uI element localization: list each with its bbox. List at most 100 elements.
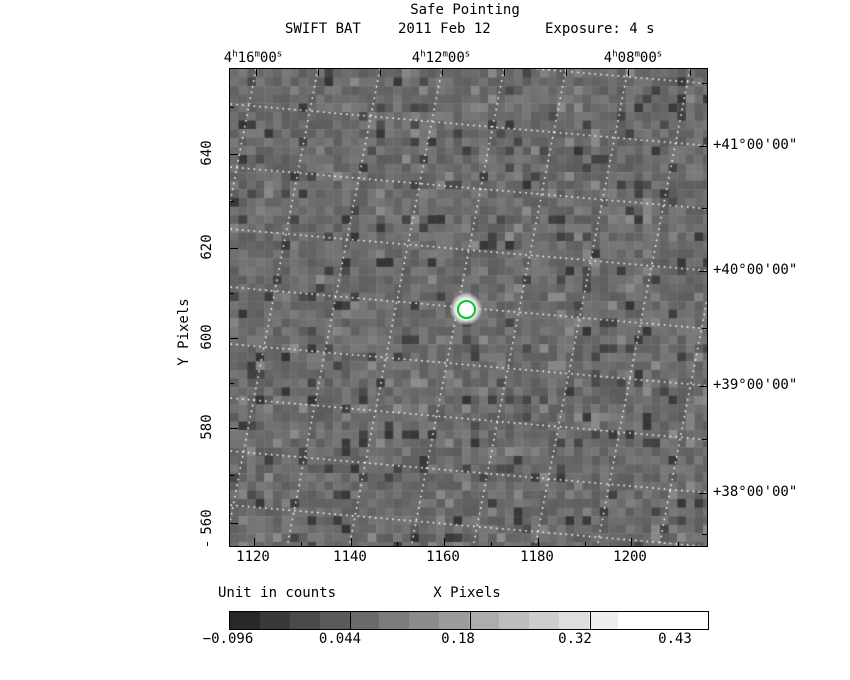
top-axis-tick bbox=[442, 69, 443, 76]
subtitle-instrument: SWIFT BAT bbox=[285, 21, 361, 37]
ra-label-part: 08 bbox=[617, 50, 635, 66]
ra-label-part: 12 bbox=[425, 50, 443, 66]
ra-label-part: h bbox=[420, 49, 426, 60]
page-title: Safe Pointing bbox=[410, 2, 520, 18]
colorbar-tick-label: 0.18 bbox=[441, 631, 475, 647]
colorbar-segment bbox=[648, 612, 679, 629]
right-axis-minor-tick bbox=[702, 328, 707, 329]
bottom-axis-minor-tick bbox=[585, 542, 586, 546]
y-tick-label: 620 bbox=[199, 234, 215, 260]
bottom-axis-minor-tick bbox=[207, 542, 208, 546]
colorbar-segment bbox=[498, 612, 529, 629]
colorbar-segment bbox=[469, 612, 499, 629]
ra-label-part: m bbox=[634, 49, 640, 60]
x-tick-label: 1200 bbox=[613, 549, 647, 565]
bottom-axis-minor-tick bbox=[301, 542, 302, 546]
colorbar-segment bbox=[230, 612, 260, 629]
y-tick-label: 640 bbox=[199, 140, 215, 166]
colorbar-segment bbox=[409, 612, 440, 629]
bottom-axis-minor-tick bbox=[397, 542, 398, 546]
colorbar-segment bbox=[289, 612, 320, 629]
colorbar-tick bbox=[470, 612, 471, 629]
top-axis-tick bbox=[690, 69, 691, 76]
colorbar-segment bbox=[558, 612, 589, 629]
colorbar-segment bbox=[379, 612, 410, 629]
ra-label-part: h bbox=[232, 49, 238, 60]
right-axis-minor-tick bbox=[702, 208, 707, 209]
colorbar-unit-label: Unit in counts bbox=[218, 585, 337, 601]
colorbar-segment bbox=[528, 612, 559, 629]
x-axis-title: X Pixels bbox=[433, 585, 501, 601]
ra-label-part: 00 bbox=[447, 50, 465, 66]
left-axis-minor-tick bbox=[230, 107, 234, 108]
ra-label-part: 00 bbox=[639, 50, 657, 66]
top-axis-tick bbox=[318, 69, 319, 76]
left-axis-major-tick bbox=[230, 248, 238, 249]
colorbar-tick-label: −0.096 bbox=[202, 631, 254, 647]
dec-tick-label: +39°00'00" bbox=[713, 377, 798, 393]
right-axis-major-tick bbox=[699, 386, 707, 387]
subtitle-date: 2011 Feb 12 bbox=[398, 21, 491, 37]
top-axis-tick bbox=[380, 69, 381, 76]
subtitle-exposure: Exposure: 4 s bbox=[545, 21, 655, 37]
left-axis-major-tick bbox=[230, 428, 238, 429]
y-tick-label: 580 bbox=[199, 414, 215, 440]
bottom-axis-minor-tick bbox=[678, 542, 679, 546]
left-axis-minor-tick bbox=[230, 475, 234, 476]
ra-label-part: 4 bbox=[411, 50, 421, 66]
colorbar bbox=[229, 611, 709, 630]
sky-image-frame bbox=[207, 68, 708, 547]
ra-label-part: s bbox=[276, 49, 283, 60]
bottom-axis-major-tick bbox=[444, 538, 445, 546]
dec-tick-label: +38°00'00" bbox=[713, 484, 798, 500]
colorbar-segment bbox=[439, 612, 469, 629]
bottom-axis-minor-tick bbox=[491, 542, 492, 546]
ra-label-part: m bbox=[254, 49, 260, 60]
ra-tick-label: 4h12m00s bbox=[396, 50, 486, 66]
x-tick-label: 1140 bbox=[333, 549, 367, 565]
ra-label-part: 16 bbox=[237, 50, 255, 66]
ra-label-part: s bbox=[656, 49, 663, 60]
bottom-axis-major-tick bbox=[631, 538, 632, 546]
left-axis-minor-tick bbox=[230, 201, 234, 202]
y-axis-title: Y Pixels bbox=[176, 298, 192, 366]
right-axis-major-tick bbox=[699, 493, 707, 494]
colorbar-tick bbox=[590, 612, 591, 629]
colorbar-tick bbox=[350, 612, 351, 629]
ra-label-part: 4 bbox=[223, 50, 233, 66]
ra-label-part: m bbox=[442, 49, 448, 60]
colorbar-segment bbox=[349, 612, 380, 629]
top-axis-tick bbox=[566, 69, 567, 76]
colorbar-segment bbox=[618, 612, 649, 629]
right-axis-minor-tick bbox=[702, 439, 707, 440]
top-axis-tick bbox=[628, 69, 629, 76]
colorbar-segment bbox=[588, 612, 619, 629]
left-axis-minor-tick bbox=[230, 383, 234, 384]
x-tick-label: 1120 bbox=[236, 549, 270, 565]
colorbar-tick-label: 0.43 bbox=[658, 631, 692, 647]
left-axis-minor-tick bbox=[230, 293, 234, 294]
source-marker-circle bbox=[456, 299, 476, 319]
x-tick-label: 1160 bbox=[426, 549, 460, 565]
top-axis-tick bbox=[504, 69, 505, 76]
bottom-axis-major-tick bbox=[538, 538, 539, 546]
ra-label-part: 4 bbox=[603, 50, 613, 66]
colorbar-tick-label: 0.044 bbox=[318, 631, 362, 647]
colorbar-segment bbox=[319, 612, 350, 629]
ra-label-part: s bbox=[464, 49, 471, 60]
dec-tick-label: +40°00'00" bbox=[713, 262, 798, 278]
ra-label-part: 00 bbox=[259, 50, 277, 66]
right-axis-minor-tick bbox=[702, 83, 707, 84]
bottom-axis-major-tick bbox=[254, 538, 255, 546]
left-axis-major-tick bbox=[230, 338, 238, 339]
ra-tick-label: 4h16m00s bbox=[208, 50, 298, 66]
y-tick-label: 600 bbox=[199, 324, 215, 350]
x-tick-label: 1180 bbox=[520, 549, 554, 565]
right-axis-major-tick bbox=[699, 146, 707, 147]
left-axis-major-tick bbox=[230, 523, 238, 524]
y-tick-label: 560 bbox=[199, 509, 215, 535]
colorbar-segment bbox=[259, 612, 290, 629]
left-axis-major-tick bbox=[230, 154, 238, 155]
bottom-axis-major-tick bbox=[351, 538, 352, 546]
